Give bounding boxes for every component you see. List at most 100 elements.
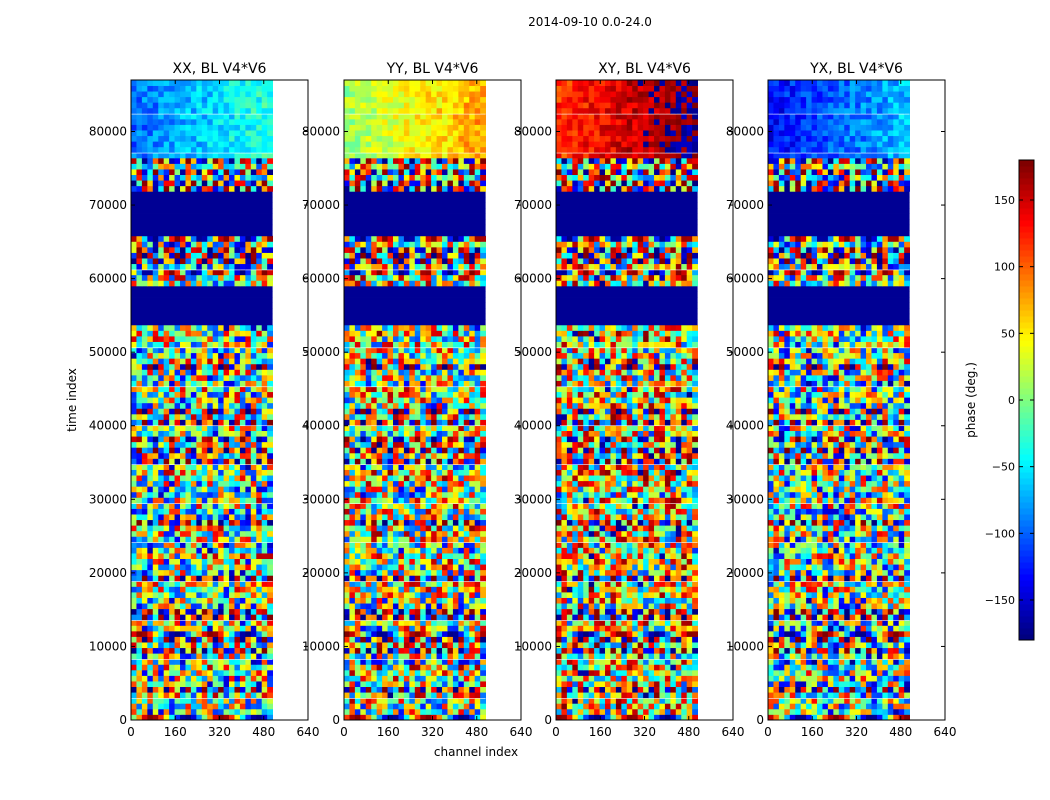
heatmap-cell <box>469 514 476 521</box>
heatmap-cell <box>190 397 197 404</box>
heatmap-cell <box>458 252 465 259</box>
heatmap-cell <box>344 469 350 476</box>
heatmap-cell <box>158 163 165 170</box>
heatmap-cell <box>141 642 148 649</box>
heatmap-cell <box>360 458 367 465</box>
heatmap-cell <box>250 619 257 626</box>
heatmap-cell <box>131 430 137 437</box>
heatmap-cell <box>185 536 192 543</box>
heatmap-cell <box>452 235 459 242</box>
heatmap-cell <box>169 658 175 665</box>
heatmap-cell <box>409 642 416 649</box>
heatmap-cell <box>174 263 181 270</box>
heatmap-cell <box>354 569 361 576</box>
heatmap-cell <box>403 614 410 621</box>
heatmap-cell <box>436 541 443 548</box>
heatmap-cell <box>409 324 416 331</box>
heatmap-cell <box>354 358 361 365</box>
heatmap-cell <box>223 575 230 582</box>
heatmap-cell <box>239 681 246 688</box>
heatmap-cell <box>180 380 186 387</box>
heatmap-cell <box>152 564 159 571</box>
heatmap-cell <box>136 369 143 376</box>
heatmap-cell <box>234 241 241 248</box>
heatmap-cell <box>201 419 208 426</box>
heatmap-cell <box>245 558 252 565</box>
heatmap-cell <box>239 280 246 287</box>
heatmap-cell <box>393 157 399 164</box>
heatmap-cell <box>409 580 416 587</box>
heatmap-cell <box>239 169 246 176</box>
heatmap-cell <box>480 636 486 643</box>
heatmap-cell <box>196 107 203 114</box>
heatmap-cell <box>349 141 356 148</box>
heatmap-cell <box>196 608 203 615</box>
heatmap-cell <box>207 324 214 331</box>
heatmap-cell <box>229 452 235 459</box>
heatmap-cell <box>234 636 241 643</box>
heatmap-cell <box>158 703 165 710</box>
heatmap-cell <box>239 419 246 426</box>
heatmap-cell <box>245 708 252 715</box>
heatmap-cell <box>131 386 137 393</box>
heatmap-cell <box>131 246 137 253</box>
heatmap-cell <box>474 163 481 170</box>
heatmap-cell <box>250 374 257 381</box>
heatmap-cell <box>136 525 143 532</box>
heatmap-cell <box>256 347 263 354</box>
heatmap-cell <box>261 358 268 365</box>
heatmap-cell <box>371 675 378 682</box>
heatmap-cell <box>245 330 252 337</box>
heatmap-cell <box>393 608 399 615</box>
heatmap-cell <box>212 425 219 432</box>
heatmap-cell <box>469 347 476 354</box>
heatmap-cell <box>256 497 263 504</box>
heatmap-cell <box>185 118 192 125</box>
heatmap-cell <box>229 636 235 643</box>
heatmap-cell <box>480 692 486 699</box>
heatmap-cell <box>223 486 230 493</box>
heatmap-cell <box>349 642 356 649</box>
heatmap-cell <box>234 113 241 120</box>
heatmap-cell <box>349 336 356 342</box>
heatmap-cell <box>223 402 230 409</box>
heatmap-cell <box>267 169 273 176</box>
heatmap-cell <box>261 580 268 587</box>
heatmap-cell <box>365 614 372 621</box>
heatmap-cell <box>267 152 273 159</box>
heatmap-cell <box>212 341 219 348</box>
heatmap-cell <box>452 564 459 571</box>
heatmap-cell <box>436 464 443 470</box>
heatmap-cell <box>344 230 486 237</box>
heatmap-cell <box>354 642 361 649</box>
heatmap-cell <box>234 630 241 637</box>
heatmap-cell <box>158 124 165 131</box>
heatmap-cell <box>398 330 405 337</box>
heatmap-cell <box>185 658 192 665</box>
heatmap-cell <box>387 157 394 164</box>
heatmap-cell <box>393 358 399 365</box>
heatmap-cell <box>256 486 263 493</box>
heatmap-cell <box>190 174 197 181</box>
heatmap-cell <box>436 547 443 554</box>
heatmap-cell <box>207 380 214 387</box>
heatmap-cell <box>463 564 470 571</box>
heatmap-cell <box>229 107 235 114</box>
heatmap-cell <box>420 469 427 476</box>
heatmap-cell <box>344 386 350 393</box>
heatmap-cell <box>256 330 263 337</box>
heatmap-cell <box>365 441 372 448</box>
heatmap-cell <box>371 408 378 415</box>
heatmap-cell <box>261 152 268 159</box>
heatmap-cell <box>393 681 399 688</box>
heatmap-cell <box>425 530 432 537</box>
heatmap-cell <box>169 547 175 554</box>
heatmap-cell <box>185 630 192 637</box>
heatmap-cell <box>147 469 154 476</box>
heatmap-cell <box>452 525 459 532</box>
heatmap-cell <box>414 664 421 671</box>
heatmap-cell <box>245 180 252 187</box>
heatmap-cell <box>474 436 481 443</box>
heatmap-cell <box>409 458 416 465</box>
heatmap-cell <box>256 341 263 348</box>
